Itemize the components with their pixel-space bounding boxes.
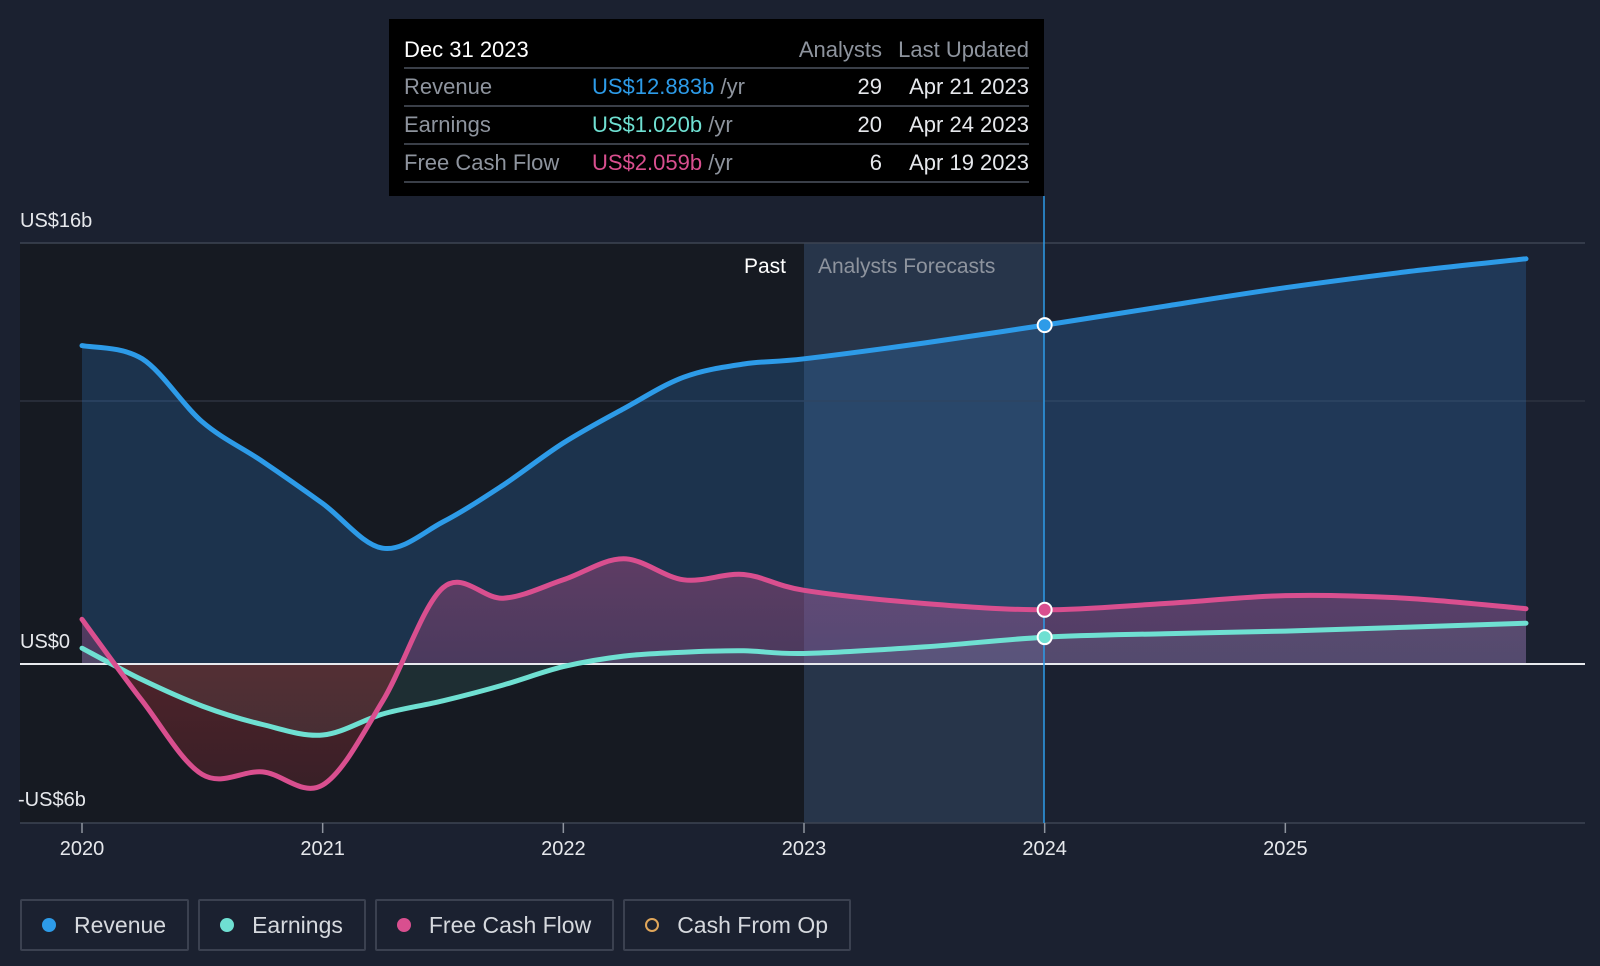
tooltip-row-updated: Apr 19 2023 bbox=[909, 150, 1029, 175]
tooltip-row-label: Free Cash Flow bbox=[404, 150, 560, 175]
x-tick-label: 2023 bbox=[782, 838, 827, 860]
tooltip-row-unit: /yr bbox=[708, 150, 733, 175]
tooltip-row-analysts: 29 bbox=[857, 74, 882, 99]
free-cash-flow-line bbox=[79, 556, 1529, 791]
past-label: Past bbox=[744, 255, 786, 278]
tooltip-row-analysts: 20 bbox=[857, 112, 882, 137]
tooltip-row-unit: /yr bbox=[720, 74, 745, 99]
free-cash-flow-cursor-point bbox=[1036, 601, 1053, 618]
earnings-area-negative bbox=[82, 664, 1526, 736]
tooltip-row-label: Revenue bbox=[404, 74, 493, 99]
earnings-dot-icon bbox=[220, 918, 235, 932]
cash-from-op-ring-icon bbox=[645, 918, 660, 932]
tooltip-row-value: US$1.020b bbox=[592, 112, 703, 137]
tooltip-row-unit: /yr bbox=[708, 112, 733, 137]
tooltip-row-updated: Apr 21 2023 bbox=[909, 74, 1029, 99]
cursor-markers bbox=[1036, 317, 1053, 646]
legend-earnings-button[interactable]: Earnings bbox=[198, 899, 366, 951]
y-tick-label-zero: US$0 bbox=[20, 631, 70, 653]
earnings-cursor-point bbox=[1036, 629, 1053, 646]
tooltip-row-earnings: Earnings US$1.020b /yr 20 Apr 24 2023 bbox=[404, 107, 1029, 145]
y-tick-label-bottom: -US$6b bbox=[18, 789, 86, 811]
tooltip-row-label: Earnings bbox=[404, 112, 491, 137]
legend-label: Free Cash Flow bbox=[428, 911, 592, 938]
legend-label: Cash From Op bbox=[677, 911, 829, 938]
tooltip: Dec 31 2023 Analysts Last Updated Revenu… bbox=[389, 19, 1044, 196]
free-cash-flow-area-positive bbox=[82, 558, 1526, 664]
tooltip-date: Dec 31 2023 bbox=[404, 37, 529, 62]
x-axis: 2020 2021 2022 2023 2024 2025 bbox=[60, 823, 1308, 860]
revenue-dot-icon bbox=[42, 918, 56, 932]
legend: Revenue Earnings Free Cash Flow Cash Fro… bbox=[20, 899, 852, 951]
forecast-label: Analysts Forecasts bbox=[818, 255, 995, 278]
revenue-line bbox=[79, 256, 1529, 551]
x-tick-label: 2021 bbox=[300, 838, 345, 860]
tooltip-row-revenue: Revenue US$12.883b /yr 29 Apr 21 2023 bbox=[404, 69, 1029, 107]
tooltip-header: Dec 31 2023 Analysts Last Updated bbox=[404, 33, 1029, 69]
forecast-highlight bbox=[804, 243, 1044, 823]
legend-label: Revenue bbox=[74, 911, 167, 938]
legend-cash-from-op-button[interactable]: Cash From Op bbox=[623, 899, 852, 951]
x-tick-label: 2025 bbox=[1263, 838, 1308, 860]
tooltip-row-value: US$2.059b bbox=[592, 150, 703, 175]
tooltip-col-updated: Last Updated bbox=[898, 37, 1029, 62]
legend-label: Earnings bbox=[252, 911, 343, 938]
earnings-line bbox=[79, 620, 1529, 738]
legend-revenue-button[interactable]: Revenue bbox=[20, 899, 190, 951]
tooltip-col-analysts: Analysts bbox=[798, 37, 882, 62]
tooltip-row-analysts: 6 bbox=[869, 150, 882, 175]
revenue-cursor-point bbox=[1036, 317, 1053, 334]
y-tick-label-top: US$16b bbox=[20, 210, 92, 232]
tooltip-row-value: US$12.883b bbox=[592, 74, 715, 99]
x-tick-label: 2020 bbox=[60, 838, 105, 860]
x-tick-label: 2022 bbox=[541, 838, 586, 860]
past-region bbox=[20, 243, 804, 823]
fcf-dot-icon bbox=[396, 918, 411, 932]
series-lines bbox=[79, 256, 1529, 791]
x-tick-label: 2024 bbox=[1022, 838, 1067, 860]
tooltip-row-updated: Apr 24 2023 bbox=[909, 112, 1029, 137]
tooltip-row-fcf: Free Cash Flow US$2.059b /yr 6 Apr 19 20… bbox=[404, 145, 1029, 183]
legend-fcf-button[interactable]: Free Cash Flow bbox=[374, 899, 615, 951]
revenue-area-positive bbox=[82, 258, 1526, 664]
